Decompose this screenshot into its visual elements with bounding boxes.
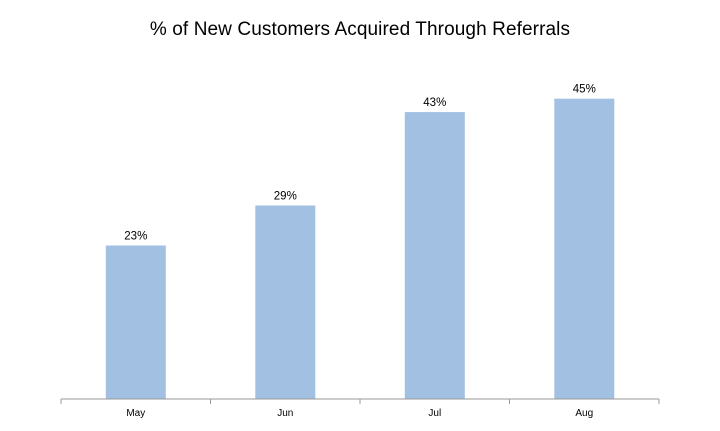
- data-label-may: 23%: [124, 231, 147, 243]
- x-tick-label-aug: Aug: [575, 408, 593, 419]
- x-tick-label-jul: Jul: [428, 408, 441, 419]
- data-label-aug: 45%: [573, 84, 596, 96]
- bar-aug: [554, 98, 615, 399]
- bar-jul: [404, 112, 465, 399]
- bar-may: [105, 245, 166, 399]
- chart-title: % of New Customers Acquired Through Refe…: [149, 19, 571, 40]
- data-label-jun: 29%: [274, 191, 297, 203]
- bar-jun: [255, 205, 316, 399]
- data-label-jul: 43%: [423, 97, 446, 109]
- x-tick-label-jun: Jun: [277, 408, 293, 419]
- x-tick-label-may: May: [126, 408, 145, 419]
